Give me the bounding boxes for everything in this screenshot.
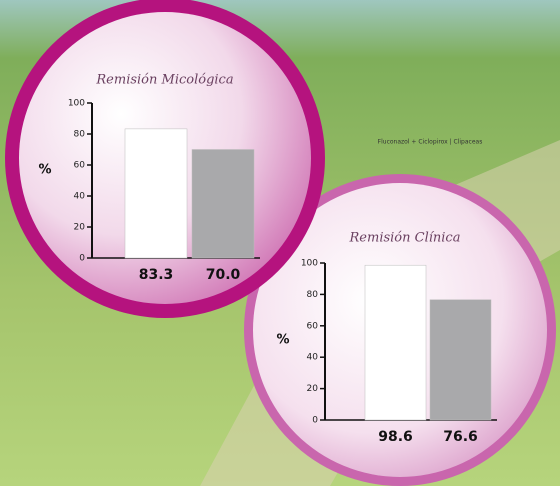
value-label: 70.0: [206, 267, 241, 283]
y-tick-label: 20: [307, 384, 319, 394]
value-label: 76.6: [443, 429, 478, 445]
bar: [364, 264, 427, 421]
y-tick-label: 40: [307, 353, 319, 363]
value-label: 98.6: [378, 429, 413, 445]
y-axis-label: %: [38, 163, 51, 178]
caption: Fluconazol + Ciclopirox | Clipaceas: [378, 139, 483, 146]
y-tick-label: 0: [79, 254, 85, 264]
chart-title: Remisión Micológica: [95, 73, 233, 88]
chart-title: Remisión Clínica: [349, 231, 461, 246]
bar: [191, 149, 255, 259]
y-tick-label: 80: [307, 290, 319, 300]
y-tick-label: 0: [312, 416, 318, 426]
bar: [429, 299, 492, 421]
y-axis-label: %: [276, 333, 289, 348]
y-tick-label: 20: [74, 223, 86, 233]
value-label: 83.3: [139, 267, 174, 283]
y-tick-label: 100: [68, 99, 85, 109]
bar: [124, 128, 188, 259]
y-tick-label: 60: [307, 321, 319, 331]
y-tick-label: 60: [74, 161, 86, 171]
y-tick-label: 40: [74, 192, 86, 202]
y-tick-label: 100: [301, 259, 318, 269]
y-tick-label: 80: [74, 130, 86, 140]
